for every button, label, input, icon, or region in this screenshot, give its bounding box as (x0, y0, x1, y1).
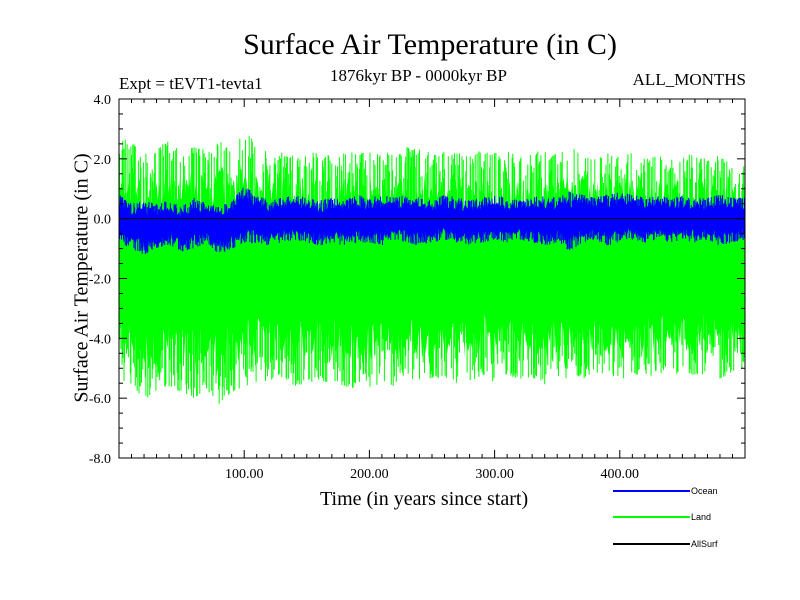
y-tick-label: -4.0 (89, 332, 111, 347)
y-tick-label: 2.0 (94, 153, 112, 168)
months-label: ALL_MONTHS (632, 70, 746, 89)
x-tick-label: 300.00 (475, 467, 514, 482)
y-tick-label: -8.0 (89, 452, 111, 467)
y-axis-label: Surface Air Temperature (in C) (70, 153, 93, 403)
x-tick-label: 400.00 (601, 467, 640, 482)
legend-label-land: Land (691, 512, 711, 522)
y-tick-label: 4.0 (94, 93, 112, 108)
land-series-line (118, 135, 746, 404)
chart-title: Surface Air Temperature (in C) (243, 28, 617, 61)
legend-label-ocean: Ocean (691, 486, 718, 496)
period-label: 1876kyr BP - 0000kyr BP (330, 66, 507, 85)
y-tick-label: -6.0 (89, 392, 111, 407)
y-tick-label: 0.0 (94, 213, 112, 228)
y-tick-labels: 4.0 2.0 0.0 -2.0 -4.0 -6.0 -8.0 (89, 93, 111, 467)
axis-ticks (119, 98, 745, 459)
x-tick-label: 100.00 (225, 467, 264, 482)
series-fills (118, 135, 746, 404)
x-tick-label: 200.00 (350, 467, 389, 482)
x-tick-labels: 100.00 200.00 300.00 400.00 (225, 467, 639, 482)
experiment-label: Expt = tEVT1-tevta1 (119, 74, 263, 93)
y-tick-label: -2.0 (89, 273, 111, 288)
legend-label-allsurf: AllSurf (691, 539, 718, 549)
x-axis-label: Time (in years since start) (320, 488, 529, 510)
legend: Ocean Land AllSurf (613, 486, 718, 549)
